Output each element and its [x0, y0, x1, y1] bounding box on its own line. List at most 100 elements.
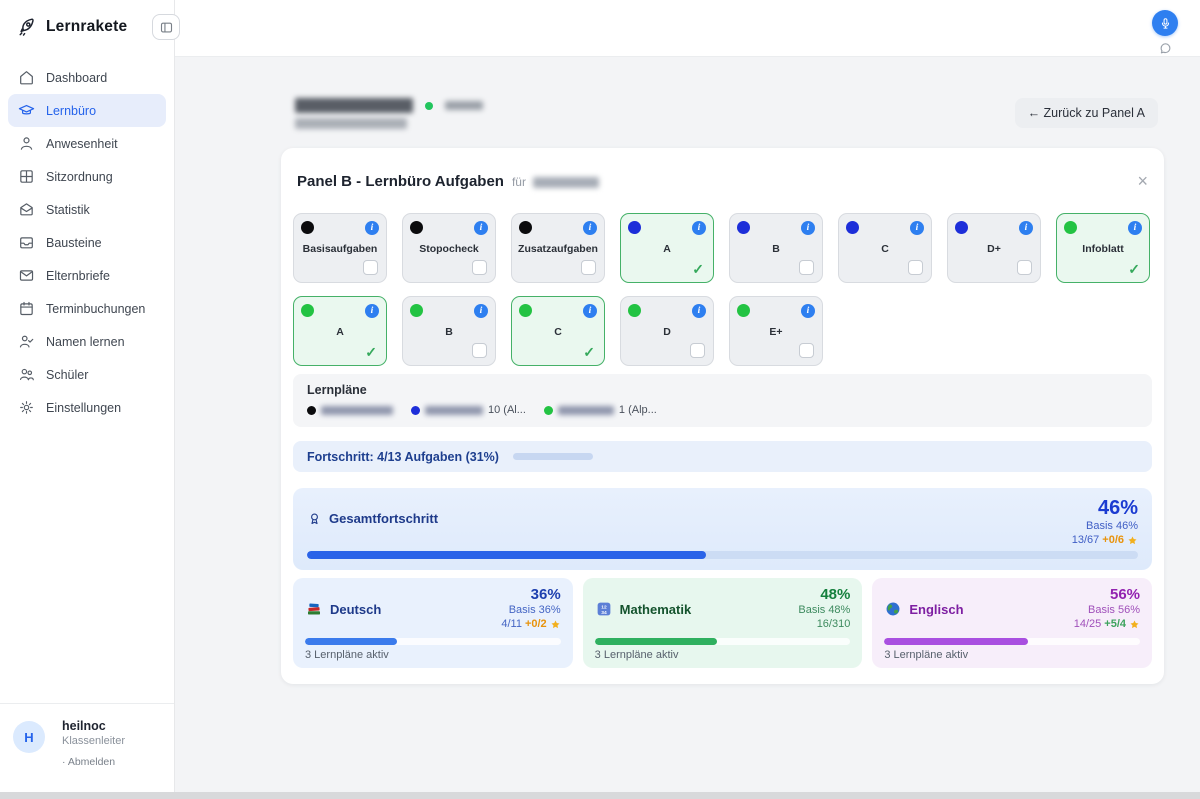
task-checkbox[interactable]: [363, 260, 378, 275]
brand-name: Lernrakete: [46, 18, 128, 35]
lernplan-item[interactable]: [307, 405, 393, 415]
lernplaene-list: 10 (Al... 1 (Alp...: [307, 404, 1138, 416]
sidebar-item-schueler[interactable]: Schüler: [8, 358, 166, 391]
nav-item-icon: [18, 69, 35, 86]
category-dot: [301, 221, 314, 234]
task-card-d2[interactable]: i D: [620, 296, 714, 366]
sidebar-item-sitzordnung[interactable]: Sitzordnung: [8, 160, 166, 193]
sidebar-item-dashboard[interactable]: Dashboard: [8, 61, 166, 94]
gesamt-progressbar: [307, 551, 1138, 559]
redacted-student-name: [295, 98, 413, 113]
lernplaene-section: Lernpläne 10 (Al... 1: [293, 374, 1152, 427]
avatar: H: [13, 721, 45, 753]
info-icon[interactable]: i: [1019, 221, 1033, 235]
redacted-status-text: [445, 101, 483, 110]
sidebar-item-label: Einstellungen: [46, 400, 122, 415]
lernplan-visible-text: 1 (Alp...: [618, 404, 657, 416]
subject-basis: Basis 56%: [1088, 604, 1141, 616]
info-icon[interactable]: i: [365, 221, 379, 235]
lernplan-item[interactable]: 1 (Alp...: [543, 404, 657, 416]
task-card-infoblatt[interactable]: i Infoblatt: [1056, 213, 1150, 283]
sidebar-item-bausteine[interactable]: Bausteine: [8, 226, 166, 259]
subject-footer: 3 Lernpläne aktiv: [884, 649, 969, 661]
redacted-lernplan-name: [321, 405, 393, 415]
subject-detail-count: 14/25: [1073, 618, 1102, 630]
nav-item-icon: [18, 234, 35, 251]
task-card-c2[interactable]: i C: [511, 296, 605, 366]
back-to-panel-a-button[interactable]: ← Zurück zu Panel A: [1014, 98, 1158, 128]
task-card-e-plus[interactable]: i E+: [729, 296, 823, 366]
info-icon[interactable]: i: [801, 221, 815, 235]
nav-item-icon: [18, 300, 35, 317]
info-icon[interactable]: i: [583, 221, 597, 235]
sidebar-item-label: Dashboard: [46, 70, 108, 85]
info-icon[interactable]: i: [474, 304, 488, 318]
task-checkbox[interactable]: [472, 260, 487, 275]
topbar: [175, 0, 1200, 57]
category-dot: [519, 304, 532, 317]
subject-icon: [884, 600, 902, 618]
task-checkbox[interactable]: [581, 260, 596, 275]
task-label: Zusatzaufgaben: [518, 243, 598, 255]
sidebar-item-elternbriefe[interactable]: Elternbriefe: [8, 259, 166, 292]
category-dot: [410, 304, 423, 317]
task-card-b2[interactable]: i B: [402, 296, 496, 366]
redacted-student-name-inline: [532, 176, 599, 188]
nav-item-icon: [18, 333, 35, 350]
task-card-a1[interactable]: i A: [620, 213, 714, 283]
task-checkbox[interactable]: [690, 343, 705, 358]
nav-item-icon: [18, 366, 35, 383]
info-icon[interactable]: i: [801, 304, 815, 318]
nav-item-icon: [18, 267, 35, 284]
task-card-a2[interactable]: i A: [293, 296, 387, 366]
info-icon[interactable]: i: [583, 304, 597, 318]
task-label: A: [336, 326, 344, 338]
sidebar-item-einstellungen[interactable]: Einstellungen: [8, 391, 166, 424]
lernplan-dot: [543, 405, 553, 415]
subject-icon: [595, 600, 613, 618]
task-checkbox[interactable]: [1017, 260, 1032, 275]
task-card-c1[interactable]: i C: [838, 213, 932, 283]
subject-name: Mathematik: [619, 601, 692, 617]
user-role: Klassenleiter: [62, 735, 125, 747]
gesamt-progress-fill: [307, 551, 706, 559]
info-icon[interactable]: i: [692, 221, 706, 235]
gesamt-basis: Basis 46%: [1086, 520, 1138, 532]
star-icon: [1127, 535, 1138, 546]
online-status-dot: [425, 101, 433, 110]
task-checkbox[interactable]: [472, 343, 487, 358]
info-icon[interactable]: i: [365, 304, 379, 318]
sidebar-item-terminbuchungen[interactable]: Terminbuchungen: [8, 292, 166, 325]
task-checkbox[interactable]: [908, 260, 923, 275]
info-icon[interactable]: i: [692, 304, 706, 318]
task-checkbox[interactable]: [799, 260, 814, 275]
info-icon[interactable]: i: [1128, 221, 1142, 235]
subject-card-deutsch: Deutsch 36% Basis 36% 4/11 +0/2: [293, 578, 573, 668]
logout-link[interactable]: · Abmelden: [62, 756, 116, 768]
subject-bonus: +5/4: [1104, 618, 1127, 630]
subject-percent: 48%: [820, 586, 851, 603]
task-card-stopocheck[interactable]: i Stopocheck: [402, 213, 496, 283]
sidebar-toggle-button[interactable]: [152, 14, 180, 40]
task-checkbox[interactable]: [799, 343, 814, 358]
microphone-button[interactable]: [1152, 10, 1178, 36]
lernplan-visible-text: 10 (Al...: [488, 404, 526, 416]
lernplan-item[interactable]: 10 (Al...: [411, 404, 526, 416]
task-card-basisaufgaben[interactable]: i Basisaufgaben: [293, 213, 387, 283]
info-icon[interactable]: i: [474, 221, 488, 235]
subject-footer: 3 Lernpläne aktiv: [594, 649, 679, 661]
close-icon[interactable]: ×: [1137, 171, 1148, 191]
sidebar-user-section: H heilnoc Klassenleiter · Abmelden: [0, 703, 174, 768]
task-card-b1[interactable]: i B: [729, 213, 823, 283]
sidebar-item-anwesenheit[interactable]: Anwesenheit: [8, 127, 166, 160]
category-dot: [955, 221, 968, 234]
sidebar-item-lernbuero[interactable]: Lernbüro: [8, 94, 166, 127]
sidebar-item-namen-lernen[interactable]: Namen lernen: [8, 325, 166, 358]
task-label: E+: [769, 326, 783, 338]
sidebar-item-statistik[interactable]: Statistik: [8, 193, 166, 226]
chat-bubble-icon[interactable]: [1158, 41, 1173, 56]
info-icon[interactable]: i: [910, 221, 924, 235]
task-card-d-plus[interactable]: i D+: [947, 213, 1041, 283]
user-name: heilnoc: [62, 719, 106, 733]
task-card-zusatzaufgaben[interactable]: i Zusatzaufgaben: [511, 213, 605, 283]
